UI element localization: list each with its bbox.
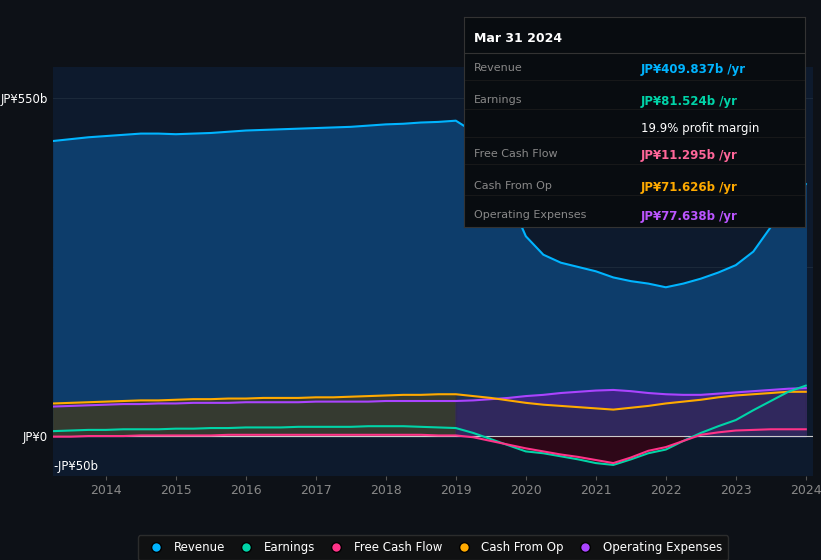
Text: JP¥11.295b /yr: JP¥11.295b /yr [641, 149, 738, 162]
Text: Operating Expenses: Operating Expenses [474, 210, 586, 220]
Text: Earnings: Earnings [474, 95, 523, 105]
Text: Mar 31 2024: Mar 31 2024 [474, 31, 562, 44]
Text: JP¥71.626b /yr: JP¥71.626b /yr [641, 180, 738, 194]
Text: -JP¥50b: -JP¥50b [53, 460, 99, 473]
Text: Cash From Op: Cash From Op [474, 180, 552, 190]
Text: 19.9% profit margin: 19.9% profit margin [641, 122, 759, 135]
Text: Free Cash Flow: Free Cash Flow [474, 149, 557, 159]
Text: JP¥81.524b /yr: JP¥81.524b /yr [641, 95, 738, 108]
Text: JP¥409.837b /yr: JP¥409.837b /yr [641, 63, 746, 76]
Legend: Revenue, Earnings, Free Cash Flow, Cash From Op, Operating Expenses: Revenue, Earnings, Free Cash Flow, Cash … [138, 535, 728, 560]
Text: JP¥77.638b /yr: JP¥77.638b /yr [641, 210, 738, 223]
Text: Revenue: Revenue [474, 63, 523, 73]
